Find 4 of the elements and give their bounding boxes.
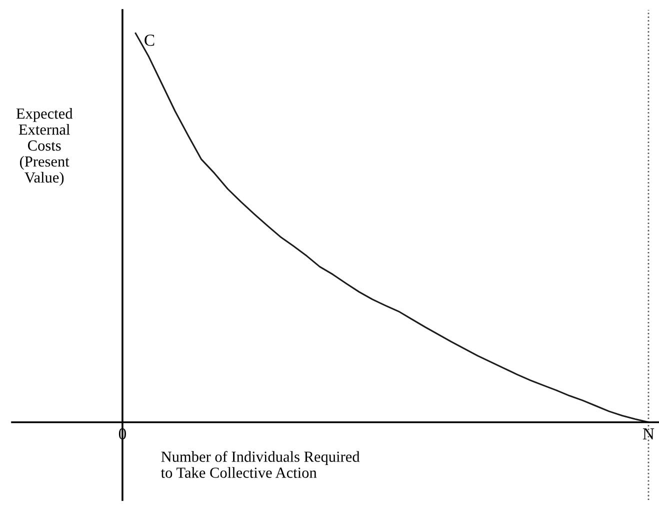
annotation: C <box>144 34 154 46</box>
x-axis-title: Number of Individuals Required to Take Collective Action <box>160 451 360 478</box>
x-tick-label: N <box>642 428 654 440</box>
y-axis-title: Expected External Costs (Present Value) <box>16 108 73 186</box>
